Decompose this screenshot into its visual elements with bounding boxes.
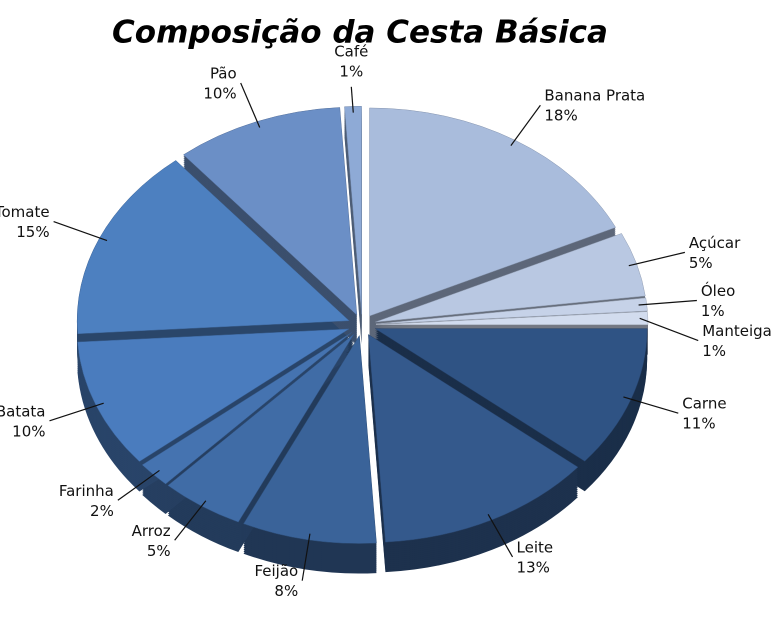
slice-value-label: 5%: [689, 254, 713, 272]
slice-label: Açúcar: [689, 234, 741, 252]
leader-line: [510, 104, 541, 146]
slice-value-label: 1%: [702, 342, 726, 360]
leader-line: [487, 514, 514, 558]
slice-label: Manteiga: [702, 322, 772, 340]
slice-value-label: 5%: [147, 542, 171, 560]
leader-line: [628, 251, 686, 267]
slice-value-label: 8%: [274, 582, 298, 600]
slice-label: Tomate: [0, 203, 50, 221]
chart-title: Composição da Cesta Básica: [112, 15, 608, 51]
slice-value-label: 18%: [544, 107, 577, 125]
slice-label: Café: [334, 42, 368, 60]
slice-label: Carne: [682, 395, 726, 413]
leader-line: [53, 221, 108, 242]
slice-value-label: 11%: [682, 415, 715, 433]
slice-value-label: 2%: [90, 502, 114, 520]
slice-label: Leite: [517, 538, 554, 556]
slice-label: Farinha: [59, 482, 114, 500]
leader-line: [350, 86, 354, 113]
leader-line: [638, 299, 697, 306]
leader-line: [301, 533, 311, 581]
slice-label: Banana Prata: [544, 87, 645, 105]
slice-label: Feijão: [254, 562, 298, 580]
slice-label: Pão: [210, 64, 237, 82]
leader-line: [49, 402, 104, 422]
slice-value-label: 13%: [517, 558, 550, 576]
slice-label: Arroz: [132, 522, 171, 540]
slice-label: Óleo: [701, 281, 735, 300]
slice-value-label: 1%: [339, 62, 363, 80]
pie-tops: [76, 106, 649, 544]
slice-value-label: 15%: [16, 223, 49, 241]
leader-line: [639, 317, 699, 342]
slice-value-label: 10%: [12, 422, 45, 440]
leader-line: [623, 396, 679, 414]
leader-line: [174, 500, 207, 541]
leader-line: [240, 82, 261, 128]
slice-value-label: 10%: [203, 84, 236, 102]
leader-line: [117, 469, 160, 501]
wedge: [375, 311, 649, 325]
slice-value-label: 1%: [701, 302, 725, 320]
slice-label: Batata: [0, 402, 46, 420]
